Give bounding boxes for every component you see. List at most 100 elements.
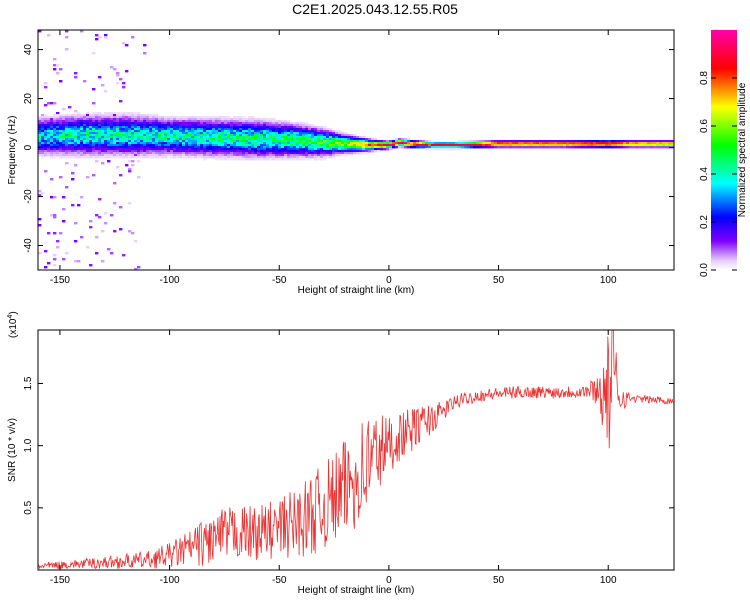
heatmap-cell bbox=[56, 240, 60, 243]
heatmap-cell bbox=[158, 140, 162, 143]
heatmap-cell bbox=[98, 120, 102, 123]
heatmap-cell bbox=[80, 126, 84, 129]
heatmap-cell bbox=[104, 134, 108, 137]
heatmap-cell bbox=[593, 146, 597, 149]
heatmap-cell bbox=[152, 142, 156, 145]
heatmap-cell bbox=[176, 118, 180, 121]
heatmap-cell bbox=[449, 144, 453, 147]
heatmap-cell bbox=[287, 124, 291, 127]
heatmap-cell bbox=[221, 144, 225, 147]
heatmap-cell bbox=[74, 120, 78, 123]
heatmap-cell bbox=[71, 144, 75, 147]
heatmap-cell bbox=[176, 130, 180, 133]
heatmap-cell bbox=[353, 144, 357, 147]
heatmap-cell bbox=[245, 120, 249, 123]
heatmap-cell bbox=[194, 154, 198, 157]
heatmap-cell bbox=[425, 142, 429, 145]
heatmap-cell bbox=[602, 142, 606, 145]
heatmap-cell bbox=[317, 126, 321, 129]
heatmap-cell bbox=[323, 132, 327, 135]
heatmap-cell bbox=[395, 138, 399, 141]
heatmap-cell bbox=[197, 142, 201, 145]
heatmap-cell bbox=[143, 152, 147, 155]
heatmap-cell bbox=[59, 232, 63, 235]
heatmap-cell bbox=[314, 154, 318, 157]
heatmap-cell bbox=[89, 116, 93, 119]
heatmap-cell bbox=[257, 144, 261, 147]
heatmap-cell bbox=[608, 144, 612, 147]
heatmap-cell bbox=[218, 136, 222, 139]
heatmap-cell bbox=[557, 142, 561, 145]
heatmap-cell bbox=[281, 144, 285, 147]
heatmap-frame bbox=[37, 29, 675, 271]
heatmap-cell bbox=[146, 146, 150, 149]
heatmap-cell bbox=[71, 130, 75, 133]
heatmap-cell bbox=[173, 154, 177, 157]
heatmap-cell bbox=[47, 118, 51, 121]
heatmap-cell bbox=[356, 136, 360, 139]
heatmap-cell bbox=[47, 116, 51, 119]
heatmap-cell bbox=[89, 130, 93, 133]
heatmap-cell bbox=[647, 144, 651, 147]
heatmap-cell bbox=[140, 118, 144, 121]
heatmap-cell bbox=[260, 152, 264, 155]
heatmap-cell bbox=[218, 118, 222, 121]
heatmap-cell bbox=[182, 152, 186, 155]
heatmap-cell bbox=[308, 148, 312, 151]
heatmap-cell bbox=[212, 128, 216, 131]
heatmap-cell bbox=[317, 132, 321, 135]
heatmap-cell bbox=[56, 126, 60, 129]
heatmap-cell bbox=[53, 146, 57, 149]
heatmap-cell bbox=[131, 136, 135, 139]
heatmap-cell bbox=[326, 140, 330, 143]
heatmap-cell bbox=[56, 116, 60, 119]
heatmap-cell bbox=[173, 140, 177, 143]
heatmap-cell bbox=[461, 140, 465, 143]
heatmap-cell bbox=[455, 144, 459, 147]
heatmap-cell bbox=[254, 152, 258, 155]
heatmap-cell bbox=[197, 124, 201, 127]
heatmap-cell bbox=[125, 142, 129, 145]
heatmap-cell bbox=[302, 148, 306, 151]
heatmap-cell bbox=[47, 144, 51, 147]
heatmap-cell bbox=[185, 140, 189, 143]
heatmap-cell bbox=[44, 118, 48, 121]
heatmap-cell bbox=[101, 130, 105, 133]
heatmap-cell bbox=[164, 156, 168, 159]
heatmap-cell bbox=[68, 152, 72, 155]
heatmap-cell bbox=[53, 142, 57, 145]
heatmap-cell bbox=[263, 136, 267, 139]
heatmap-cell bbox=[641, 142, 645, 145]
heatmap-cell bbox=[74, 152, 78, 155]
heatmap-cell bbox=[98, 132, 102, 135]
heatmap-cell bbox=[59, 130, 63, 133]
heatmap-cell bbox=[233, 158, 237, 161]
heatmap-cell bbox=[356, 142, 360, 145]
heatmap-cell bbox=[299, 148, 303, 151]
heatmap-cell bbox=[89, 126, 93, 129]
heatmap-cell bbox=[107, 114, 111, 117]
heatmap-cell bbox=[116, 128, 120, 131]
heatmap-cell bbox=[176, 144, 180, 147]
heatmap-cell bbox=[335, 132, 339, 135]
heatmap-cell bbox=[209, 130, 213, 133]
heatmap-cell bbox=[92, 124, 96, 127]
heatmap-cell bbox=[257, 134, 261, 137]
heatmap-cell bbox=[356, 146, 360, 149]
heatmap-cell bbox=[179, 128, 183, 131]
heatmap-cell bbox=[164, 128, 168, 131]
heatmap-cell bbox=[92, 132, 96, 135]
heatmap-cell bbox=[407, 138, 411, 141]
heatmap-cell bbox=[359, 140, 363, 143]
heatmap-cell bbox=[197, 144, 201, 147]
heatmap-cell bbox=[284, 122, 288, 125]
heatmap-cell bbox=[119, 142, 123, 145]
heatmap-cell bbox=[260, 136, 264, 139]
heatmap-cell bbox=[140, 130, 144, 133]
heatmap-cell bbox=[299, 158, 303, 161]
heatmap-cell bbox=[245, 154, 249, 157]
heatmap-cell bbox=[38, 138, 42, 141]
heatmap-cell bbox=[110, 128, 114, 131]
heatmap-cell bbox=[38, 144, 42, 147]
heatmap-cell bbox=[98, 156, 102, 159]
